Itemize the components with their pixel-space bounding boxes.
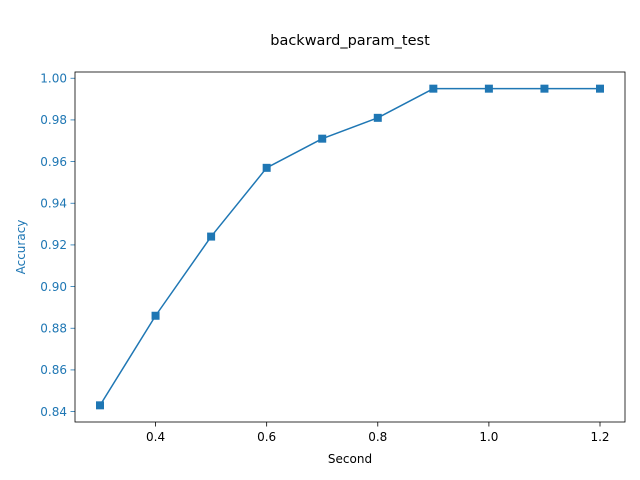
data-point: [596, 84, 604, 93]
data-point: [318, 134, 327, 143]
plot-area: [96, 84, 604, 410]
y-axis-label: Accuracy: [14, 220, 28, 275]
y-tick-label: 0.92: [40, 238, 67, 252]
y-tick-label: 0.86: [40, 363, 67, 377]
data-point: [207, 232, 216, 241]
y-tick-label: 1.00: [40, 72, 67, 86]
axes: 0.4 0.6 0.8 1.0 1.2 0.84 0.86 0.88 0.90 0.92 0.94 0…: [40, 71, 626, 444]
y-tick-label: 0.98: [40, 113, 67, 127]
data-point: [262, 163, 271, 172]
data-point: [429, 84, 438, 93]
y-tick-label: 0.94: [40, 197, 67, 211]
data-point: [373, 113, 382, 122]
data-point: [540, 84, 549, 93]
x-tick-label: 0.6: [257, 430, 276, 444]
x-tick-label: 0.4: [146, 430, 165, 444]
x-tick-label: 1.2: [590, 430, 609, 444]
data-point: [484, 84, 493, 93]
chart-title: backward_param_test: [270, 33, 430, 49]
data-point: [151, 311, 160, 320]
y-tick-label: 0.96: [40, 155, 67, 169]
y-tick-label: 0.90: [40, 280, 67, 294]
x-axis-label: Second: [328, 452, 372, 466]
plot-frame: [74, 71, 626, 423]
data-point: [96, 401, 104, 410]
x-tick-label: 0.8: [368, 430, 387, 444]
y-tick-label: 0.84: [40, 405, 67, 419]
y-tick-label: 0.88: [40, 322, 67, 336]
series-line: [99, 87, 600, 406]
x-tick-label: 1.0: [479, 430, 498, 444]
